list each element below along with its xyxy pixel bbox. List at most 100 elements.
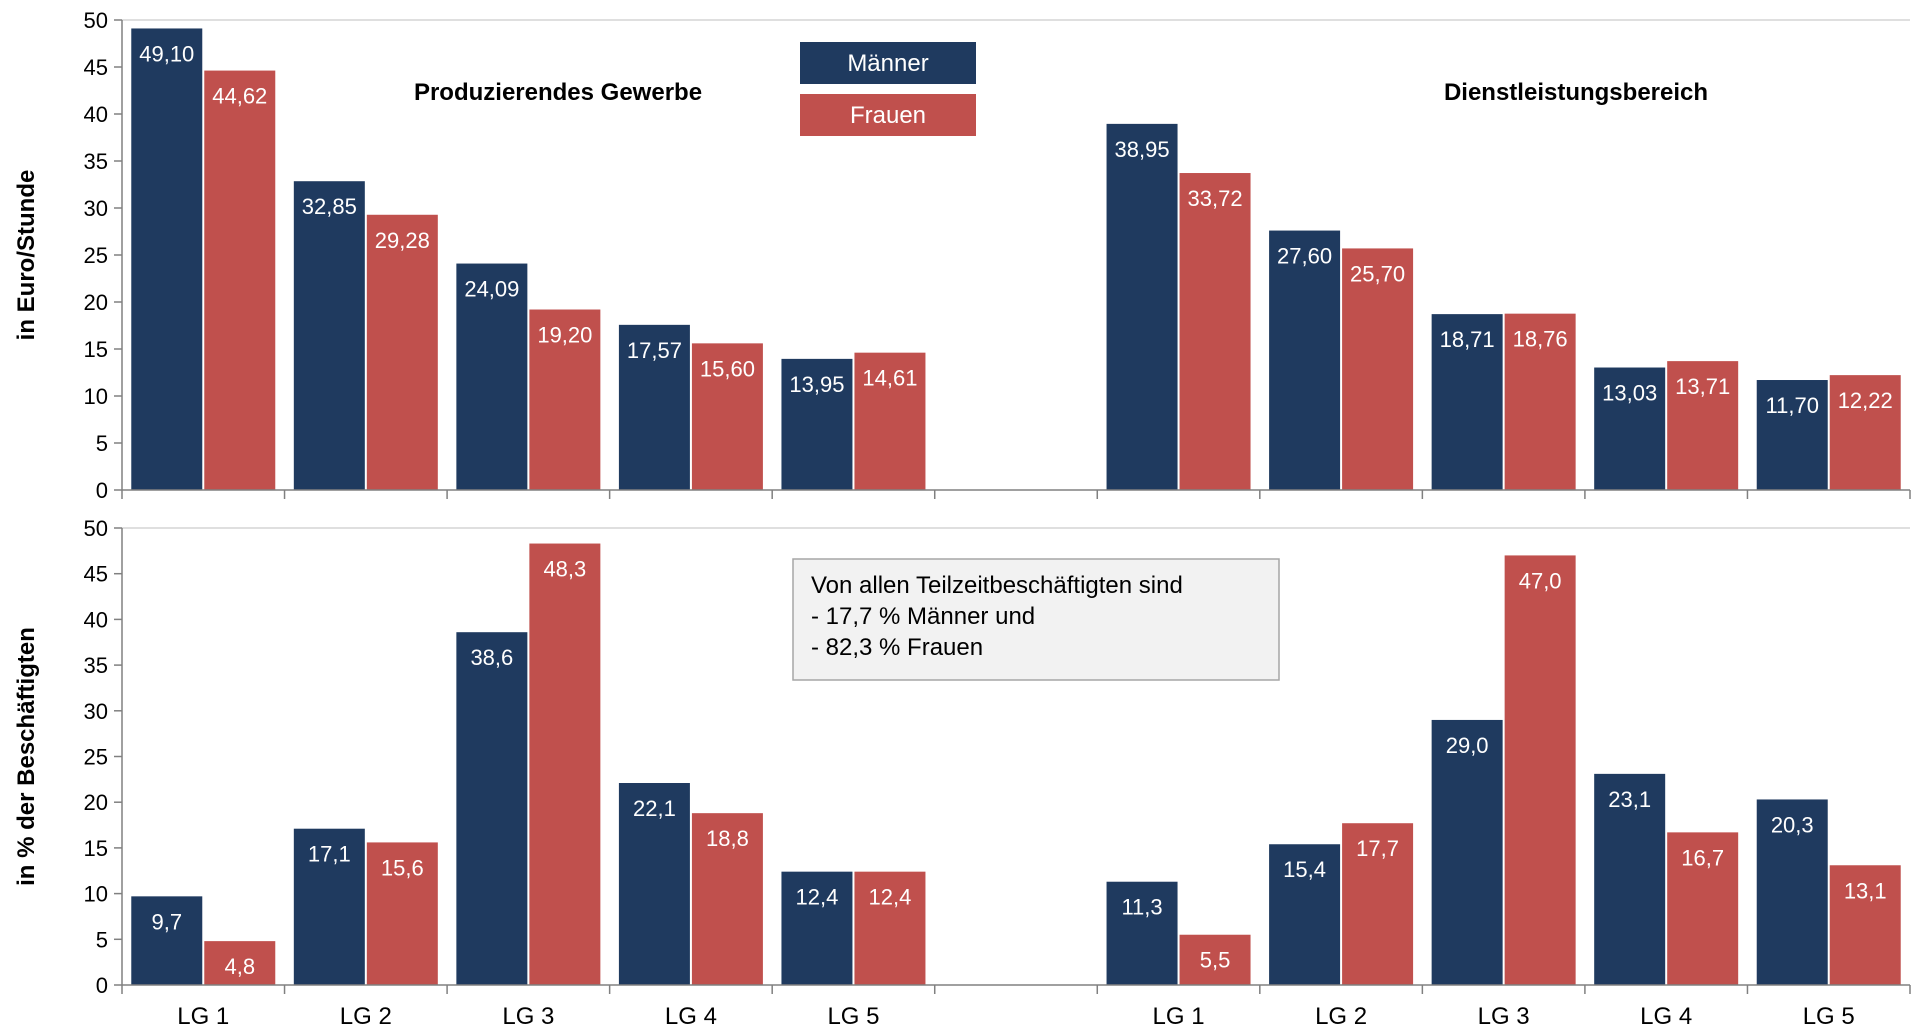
y-tick-label: 10	[84, 882, 108, 907]
bar-value-label: 13,03	[1602, 381, 1657, 406]
y-tick-label: 5	[96, 431, 108, 456]
bar	[618, 324, 690, 490]
y-tick-label: 40	[84, 607, 108, 632]
bar-value-label: 18,76	[1513, 327, 1568, 352]
y-tick-label: 20	[84, 790, 108, 815]
bar	[781, 871, 853, 985]
bar-value-label: 13,95	[789, 372, 844, 397]
legend-item: Frauen	[850, 102, 926, 129]
x-category-label: LG 2	[340, 1003, 392, 1030]
bar-value-label: 20,3	[1771, 812, 1814, 837]
y-tick-label: 0	[96, 478, 108, 503]
bar-value-label: 13,1	[1844, 878, 1887, 903]
bar	[366, 842, 438, 985]
bar	[204, 70, 276, 491]
bar	[131, 896, 203, 985]
annotation-line: Von allen Teilzeitbeschäftigten sind	[811, 572, 1183, 599]
bar	[1504, 313, 1576, 490]
bar-value-label: 14,61	[862, 366, 917, 391]
bar-value-label: 29,28	[375, 228, 430, 253]
bar-value-label: 17,7	[1356, 836, 1399, 861]
y-tick-label: 15	[84, 836, 108, 861]
y-tick-label: 30	[84, 196, 108, 221]
bar	[1594, 773, 1666, 985]
bar-value-label: 38,6	[470, 645, 513, 670]
bar	[1756, 380, 1828, 490]
section-title-dienstleistung: Dienstleistungsbereich	[1444, 79, 1708, 106]
y-tick-label: 45	[84, 562, 108, 587]
bar-value-label: 48,3	[543, 557, 586, 582]
bar	[204, 941, 276, 985]
x-category-label: LG 1	[1153, 1003, 1205, 1030]
bar-value-label: 38,95	[1115, 137, 1170, 162]
y-tick-label: 35	[84, 653, 108, 678]
bar-value-label: 9,7	[151, 909, 182, 934]
y-tick-label: 10	[84, 384, 108, 409]
bar	[691, 813, 763, 985]
y-tick-label: 25	[84, 745, 108, 770]
bar	[366, 214, 438, 490]
bar	[529, 309, 601, 490]
bar	[1269, 230, 1341, 490]
x-category-label: LG 2	[1315, 1003, 1367, 1030]
annotation-box: Von allen Teilzeitbeschäftigten sind - 17…	[792, 558, 1280, 681]
bar-value-label: 49,10	[139, 41, 194, 66]
bar-value-label: 12,22	[1838, 388, 1893, 413]
legend-swatch	[800, 42, 976, 84]
y-tick-label: 0	[96, 973, 108, 998]
legend-item: Männer	[847, 50, 928, 77]
bar	[1179, 173, 1251, 491]
bar-value-label: 17,57	[627, 338, 682, 363]
annotation-line: - 17,7 % Männer und	[811, 603, 1035, 630]
y-tick-label: 25	[84, 243, 108, 268]
bar	[1179, 934, 1251, 985]
bar-value-label: 23,1	[1608, 787, 1651, 812]
y-axis-label: in Euro/Stunde	[13, 170, 40, 341]
y-axis-label: in % der Beschäftigten	[13, 627, 40, 886]
bar	[1504, 555, 1576, 985]
bar	[1342, 248, 1414, 490]
bar	[1106, 881, 1178, 985]
x-category-label: LG 4	[1640, 1003, 1692, 1030]
bar-value-label: 25,70	[1350, 261, 1405, 286]
bar-value-label: 12,4	[869, 885, 912, 910]
bar-value-label: 29,0	[1446, 733, 1489, 758]
bar	[293, 181, 365, 490]
y-tick-label: 5	[96, 927, 108, 952]
bar	[456, 632, 528, 985]
bar	[781, 358, 853, 490]
y-tick-label: 15	[84, 337, 108, 362]
bar-value-label: 33,72	[1188, 186, 1243, 211]
y-tick-label: 30	[84, 699, 108, 724]
bar-value-label: 19,20	[537, 323, 592, 348]
bar-value-label: 4,8	[224, 954, 255, 979]
bar-value-label: 11,70	[1766, 393, 1819, 418]
bar	[131, 28, 203, 491]
legend: Männer Frauen	[800, 42, 976, 136]
bar-value-label: 15,6	[381, 855, 424, 880]
annotation-background	[792, 558, 1280, 681]
bar-value-label: 13,71	[1675, 374, 1730, 399]
bar-value-label: 44,62	[212, 84, 267, 109]
y-tick-label: 45	[84, 55, 108, 80]
annotation-line: - 82,3 % Frauen	[811, 634, 983, 661]
bar-value-label: 15,4	[1283, 857, 1326, 882]
x-category-label: LG 3	[1478, 1003, 1530, 1030]
bar	[1106, 123, 1178, 491]
y-tick-label: 40	[84, 102, 108, 127]
bar	[1269, 844, 1341, 985]
bar	[1594, 367, 1666, 490]
section-title-produzierendes: Produzierendes Gewerbe	[414, 79, 702, 106]
x-category-label: LG 4	[665, 1003, 717, 1030]
bar	[293, 828, 365, 985]
bar-value-label: 27,60	[1277, 244, 1332, 269]
y-tick-label: 50	[84, 8, 108, 33]
bar-value-label: 18,8	[706, 826, 749, 851]
bar-value-label: 12,4	[796, 885, 839, 910]
bar	[529, 543, 601, 985]
bar	[1431, 314, 1503, 490]
x-category-label: LG 5	[827, 1003, 879, 1030]
y-tick-label: 35	[84, 149, 108, 174]
bar-value-label: 17,1	[308, 842, 351, 867]
legend-swatch	[800, 94, 976, 136]
